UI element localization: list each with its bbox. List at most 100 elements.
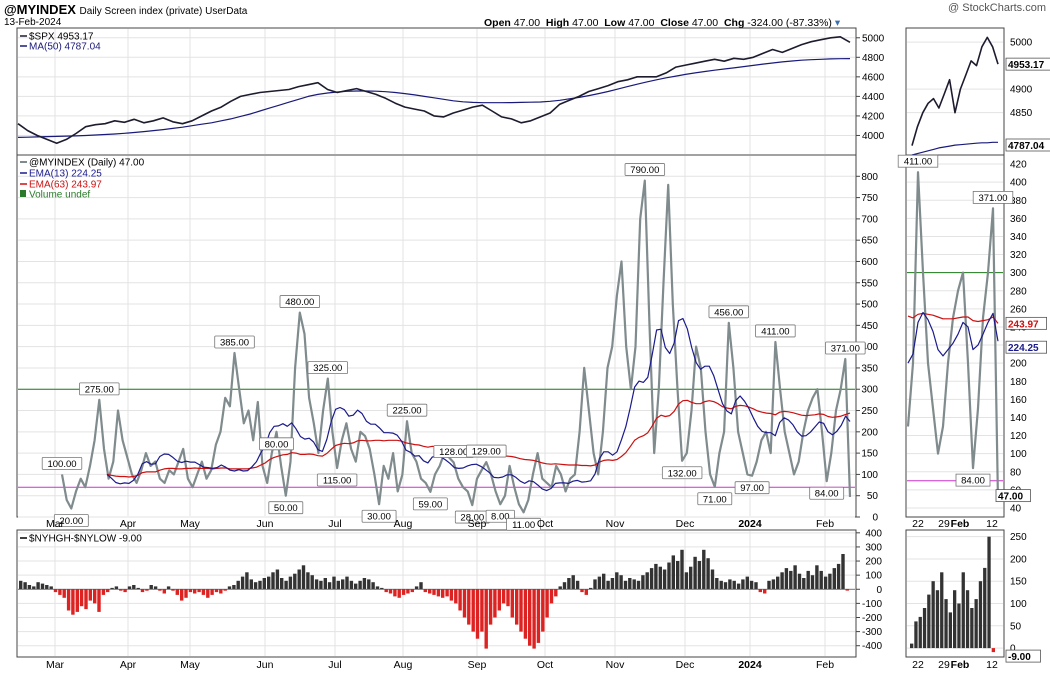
breadth-bar bbox=[310, 575, 314, 590]
breadth-bar bbox=[262, 578, 266, 590]
breadth-bar bbox=[632, 579, 636, 590]
month-label: Feb bbox=[816, 518, 834, 530]
breadth-bar bbox=[158, 589, 162, 591]
zoom-ema63-badge bbox=[1005, 316, 1047, 330]
breadth-bar bbox=[519, 589, 523, 632]
breadth-bar bbox=[375, 586, 380, 590]
zoom-indicator-tick-label: 360 bbox=[1010, 214, 1027, 225]
zoom-breadth-tick-label: 250 bbox=[1010, 532, 1027, 543]
value-callout-label: 97.00 bbox=[740, 483, 764, 494]
value-callout bbox=[708, 305, 749, 319]
breadth-bar bbox=[597, 576, 602, 590]
breadth-tick-label: -300 bbox=[862, 627, 882, 638]
breadth-bar bbox=[649, 568, 654, 590]
breadth-bar bbox=[166, 586, 171, 590]
zoom-breadth-last-badge-text: -9.00 bbox=[1008, 652, 1031, 663]
myindex-legend-label: @MYINDEX (Daily) 47.00 bbox=[29, 158, 145, 169]
close-label: Close bbox=[660, 17, 689, 29]
breadth-bar bbox=[406, 589, 410, 594]
zoom-breadth-bar bbox=[940, 572, 944, 649]
breadth-bar bbox=[53, 589, 58, 593]
breadth-bar bbox=[36, 582, 40, 590]
price-tick-label: 4400 bbox=[862, 92, 885, 103]
breadth-bar bbox=[110, 587, 114, 590]
zoom-price-tick-label: 4900 bbox=[1010, 85, 1033, 96]
zoom-breadth-bar bbox=[922, 608, 927, 649]
breadth-bar bbox=[362, 578, 367, 590]
value-callout bbox=[809, 486, 845, 500]
breadth-bar bbox=[432, 589, 436, 595]
breadth-bar bbox=[397, 589, 401, 598]
breadth-bar bbox=[515, 589, 519, 625]
value-callout-label: 100.00 bbox=[47, 459, 76, 470]
breadth-bar bbox=[610, 578, 615, 590]
value-callout-label: 80.00 bbox=[265, 439, 289, 450]
subtitle: Daily Screen index (private) UserData bbox=[79, 6, 248, 17]
value-callout bbox=[41, 457, 83, 470]
month-label: May bbox=[180, 659, 201, 671]
breadth-bar bbox=[606, 580, 610, 590]
breadth-bar bbox=[532, 589, 536, 649]
volume-legend-swatch bbox=[20, 190, 26, 197]
breadth-bar bbox=[819, 570, 823, 590]
zoom-breadth-tick-label: 0 bbox=[1010, 644, 1016, 655]
breadth-bar bbox=[201, 589, 206, 595]
value-callout bbox=[412, 497, 448, 511]
breadth-bar bbox=[332, 576, 336, 590]
breadth-bar bbox=[732, 580, 736, 590]
breadth-tick-label: 100 bbox=[865, 571, 882, 582]
breadth-bar bbox=[40, 583, 45, 590]
breadth-bar bbox=[484, 589, 488, 649]
value-callout bbox=[755, 324, 796, 338]
symbol: @MYINDEX bbox=[4, 2, 76, 17]
breadth-bar bbox=[745, 576, 749, 590]
breadth-bar bbox=[471, 589, 475, 632]
zoom-value-callout bbox=[972, 190, 1014, 204]
high-value: 47.00 bbox=[572, 17, 599, 29]
breadth-bar bbox=[475, 589, 480, 639]
month-label: Oct bbox=[537, 518, 553, 530]
indicator-tick-label: 200 bbox=[861, 427, 878, 438]
breadth-bar bbox=[145, 589, 149, 591]
breadth-bar bbox=[341, 579, 345, 590]
chart-title: @MYINDEX Daily Screen index (private) Us… bbox=[4, 2, 247, 17]
breadth-bar bbox=[523, 589, 528, 639]
breadth-tick-label: -400 bbox=[862, 641, 882, 652]
month-label: Aug bbox=[394, 518, 413, 530]
breadth-bar bbox=[684, 572, 689, 590]
open-value: 47.00 bbox=[513, 17, 541, 29]
value-callout bbox=[624, 163, 666, 176]
breadth-panel bbox=[16, 529, 857, 658]
breadth-bar bbox=[802, 578, 806, 590]
breadth-bar bbox=[715, 578, 719, 590]
breadth-bar bbox=[367, 579, 371, 590]
breadth-bar bbox=[354, 583, 358, 590]
breadth-bar bbox=[280, 578, 284, 590]
zoom-breadth-bar bbox=[948, 612, 952, 648]
value-callout bbox=[697, 492, 733, 506]
ema63-legend-label: EMA(63) 243.97 bbox=[29, 180, 102, 191]
breadth-bar bbox=[358, 580, 362, 590]
zoom-breadth-bar bbox=[935, 590, 940, 649]
price-tick-label: 4600 bbox=[862, 72, 885, 83]
breadth-bar bbox=[58, 589, 62, 595]
indicator-tick-label: 750 bbox=[861, 193, 878, 204]
zoom-indicator-tick-label: 120 bbox=[1010, 431, 1027, 442]
value-callout-label: 28.00 bbox=[460, 513, 484, 524]
zoom-breadth-bar bbox=[965, 590, 970, 649]
breadth-bar bbox=[689, 566, 693, 590]
breadth-bar bbox=[314, 579, 319, 590]
value-callout-label: 325.00 bbox=[313, 363, 342, 374]
zoom-indicator-tick-label: 400 bbox=[1010, 178, 1027, 189]
breadth-bar bbox=[749, 580, 754, 590]
volume-legend-label: Volume undef bbox=[29, 190, 90, 201]
breadth-bar bbox=[763, 589, 767, 594]
breadth-bar bbox=[306, 572, 310, 590]
zoom-breadth-bar bbox=[931, 581, 935, 648]
breadth-bar bbox=[776, 576, 780, 590]
breadth-bar bbox=[184, 589, 188, 598]
zoom-breadth-tick-label: 50 bbox=[1010, 621, 1022, 632]
down-arrow-icon[interactable]: ▾ bbox=[834, 17, 841, 29]
zoom-ma-line bbox=[911, 141, 998, 156]
month-label: Oct bbox=[537, 659, 553, 671]
